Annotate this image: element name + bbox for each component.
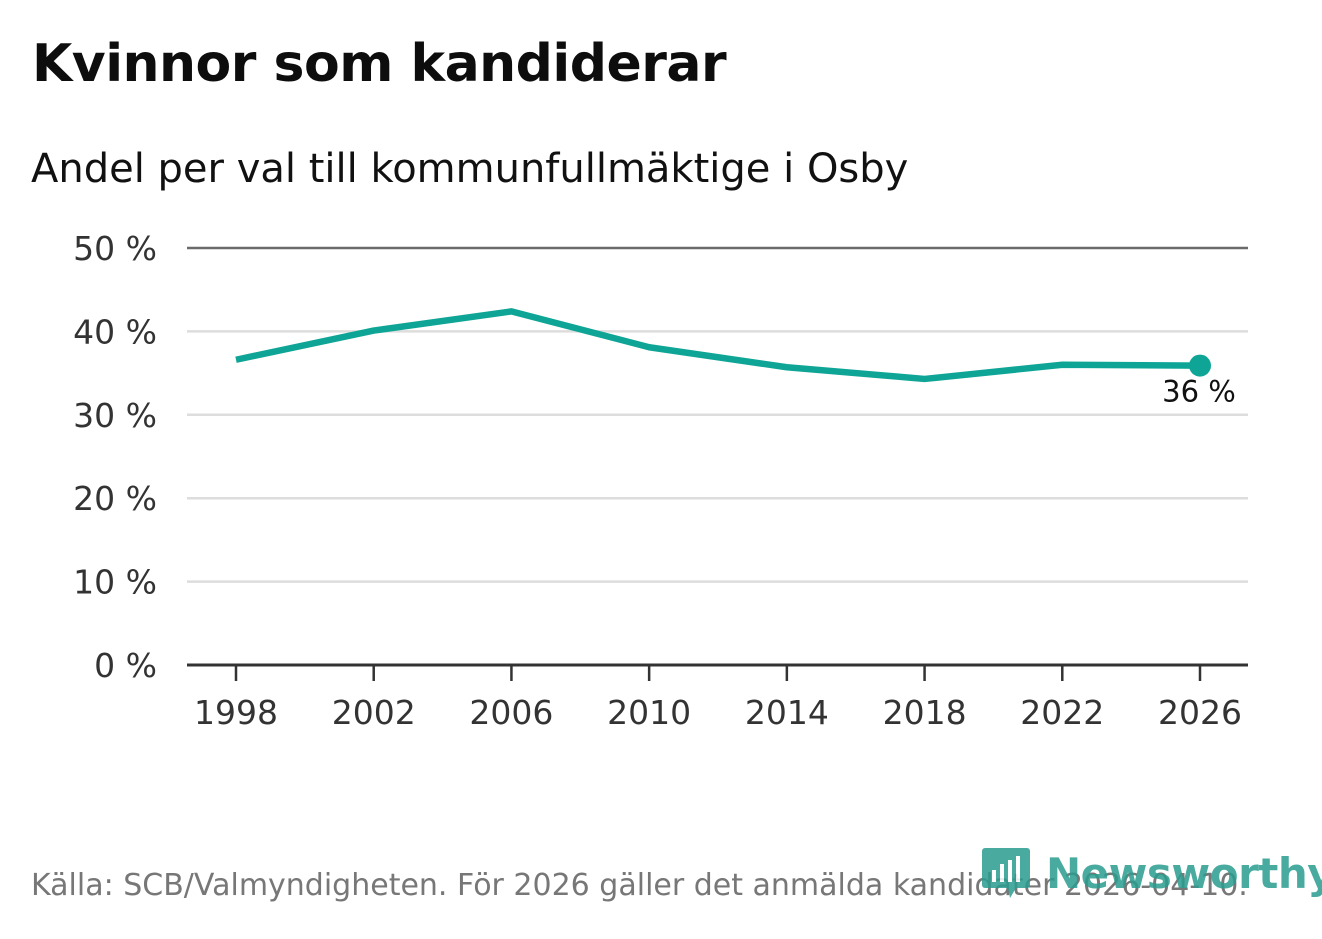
series [235, 308, 1211, 383]
x-tick-label: 2014 [745, 693, 829, 732]
x-tick-label: 2026 [1158, 693, 1242, 732]
chart-title: Kvinnor som kandiderar [32, 34, 727, 94]
axes [187, 663, 1248, 681]
y-tick-label: 0 % [94, 646, 157, 685]
source-note: Källa: SCB/Valmyndigheten. För 2026 gäll… [31, 868, 1248, 903]
gridlines [187, 246, 1248, 583]
brand-logo: Newsworthy [982, 848, 1322, 898]
x-tick-label: 2006 [469, 693, 553, 732]
y-tick-label: 40 % [73, 312, 157, 351]
y-tick-label: 20 % [73, 479, 157, 518]
x-tick-label: 2010 [607, 693, 691, 732]
y-tick-label: 10 % [73, 563, 157, 602]
chart-subtitle: Andel per val till kommunfullmäktige i O… [31, 146, 909, 192]
brand-name: Newsworthy [1046, 848, 1322, 898]
bar-chart-icon [982, 848, 1030, 898]
y-tick-label: 50 % [73, 229, 157, 268]
y-tick-label: 30 % [73, 396, 157, 435]
x-tick-label: 2022 [1020, 693, 1104, 732]
labels: 0 % 10 % 20 % 30 % 40 % 50 % 1998 2002 2006 2010 2… [73, 229, 1242, 732]
x-tick-label: 2018 [883, 693, 967, 732]
data-label-2026: 36 % [1162, 375, 1236, 409]
x-tick-label: 2002 [332, 693, 416, 732]
x-tick-label: 1998 [194, 693, 278, 732]
series-line [235, 308, 1201, 383]
data-point-2026 [1189, 354, 1211, 377]
